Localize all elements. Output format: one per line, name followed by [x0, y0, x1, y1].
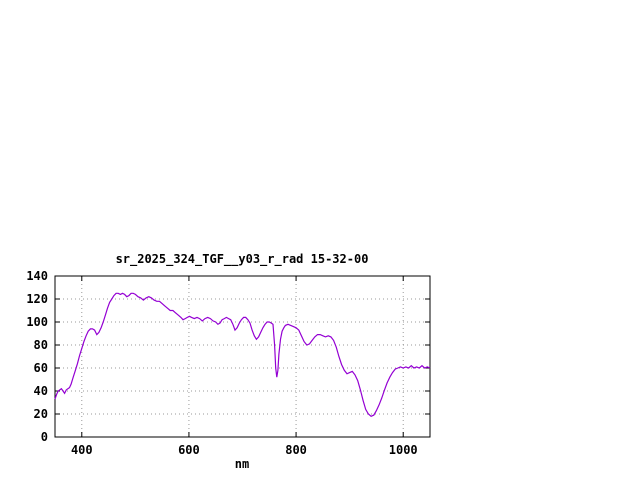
x-tick-label: 800	[285, 443, 307, 457]
y-tick-label: 80	[34, 338, 48, 352]
x-tick-label: 400	[71, 443, 93, 457]
y-tick-label: 100	[26, 315, 48, 329]
x-axis-label: nm	[235, 457, 249, 471]
y-tick-label: 140	[26, 269, 48, 283]
y-tick-label: 20	[34, 407, 48, 421]
x-tick-label: 1000	[389, 443, 418, 457]
y-tick-label: 40	[34, 384, 48, 398]
y-tick-label: 120	[26, 292, 48, 306]
axis-tick-labels: 0 20 40 60 80 100 120 140 400 600 800 1000	[26, 269, 417, 457]
y-tick-label: 0	[41, 430, 48, 444]
y-tick-label: 60	[34, 361, 48, 375]
x-tick-label: 600	[178, 443, 200, 457]
grid-lines	[55, 276, 430, 437]
spectrum-series-line	[54, 292, 431, 418]
plot-border	[54, 275, 431, 438]
chart-title: sr_2025_324_TGF__y03_r_rad 15-32-00	[116, 252, 369, 267]
